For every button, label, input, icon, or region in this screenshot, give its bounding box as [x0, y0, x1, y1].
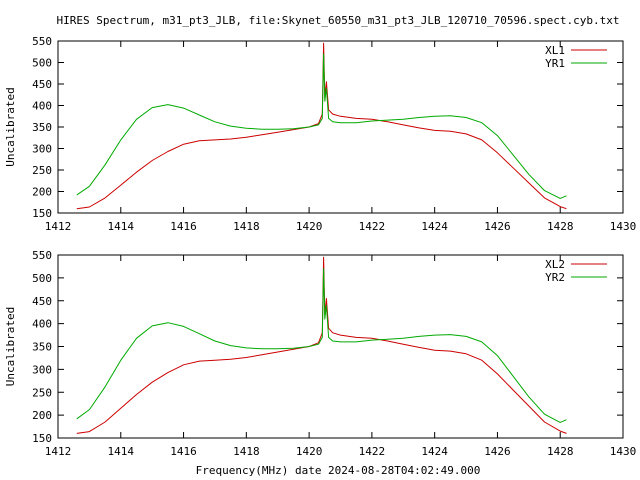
- y-tick-label: 400: [32, 318, 52, 331]
- y-tick-label: 550: [32, 249, 52, 262]
- figure-title: HIRES Spectrum, m31_pt3_JLB, file:Skynet…: [57, 14, 620, 27]
- x-tick-label: 1428: [547, 445, 574, 458]
- y-tick-label: 250: [32, 386, 52, 399]
- x-tick-label: 1414: [108, 445, 135, 458]
- y-tick-label: 300: [32, 143, 52, 156]
- x-tick-label: 1412: [45, 220, 72, 233]
- legend-label: YR1: [545, 57, 565, 70]
- x-tick-label: 1414: [108, 220, 135, 233]
- series-line-yr1: [76, 53, 567, 199]
- y-tick-label: 350: [32, 341, 52, 354]
- series-line-yr2: [76, 268, 567, 423]
- x-tick-label: 1430: [610, 220, 637, 233]
- x-tick-label: 1418: [233, 445, 260, 458]
- y-tick-label: 450: [32, 78, 52, 91]
- panel-bottom: 150 200 250 300 350 400 450 500 550 1412 1414 1416 1…: [4, 249, 636, 458]
- x-tick-label: 1428: [547, 220, 574, 233]
- plot-frame: [57, 254, 624, 439]
- plot-frame: [57, 40, 624, 214]
- y-tick-label: 500: [32, 272, 52, 285]
- x-tick-label: 1422: [359, 220, 386, 233]
- x-tick-label: 1430: [610, 445, 637, 458]
- x-tick-label: 1420: [296, 220, 323, 233]
- x-axis-label: Frequency(MHz) date 2024-08-28T04:02:49.…: [196, 464, 481, 477]
- x-tick-label: 1424: [421, 445, 448, 458]
- panel-top: 150 200 250 300 350 400 450 500 550 1412 1414 1416 1…: [4, 35, 636, 233]
- y-tick-label: 450: [32, 295, 52, 308]
- y-axis-label: Uncalibrated: [4, 87, 17, 166]
- y-tick-label: 200: [32, 186, 52, 199]
- y-tick-label: 150: [32, 432, 52, 445]
- series-line-xl1: [76, 42, 567, 210]
- y-tick-label: 250: [32, 164, 52, 177]
- x-tick-label: 1418: [233, 220, 260, 233]
- x-tick-label: 1416: [170, 220, 197, 233]
- x-tick-label: 1424: [421, 220, 448, 233]
- y-axis-label: Uncalibrated: [4, 307, 17, 386]
- legend-label: XL2: [545, 258, 565, 271]
- x-tick-label: 1420: [296, 445, 323, 458]
- y-tick-label: 350: [32, 121, 52, 134]
- y-tick-label: 200: [32, 409, 52, 422]
- x-tick-label: 1412: [45, 445, 72, 458]
- legend-label: YR2: [545, 271, 565, 284]
- y-tick-label: 550: [32, 35, 52, 48]
- series-line-xl2: [76, 256, 567, 434]
- y-tick-label: 300: [32, 363, 52, 376]
- x-tick-label: 1426: [484, 445, 511, 458]
- x-tick-label: 1426: [484, 220, 511, 233]
- x-tick-label: 1416: [170, 445, 197, 458]
- x-tick-label: 1422: [359, 445, 386, 458]
- y-tick-label: 500: [32, 57, 52, 70]
- y-tick-label: 400: [32, 100, 52, 113]
- y-tick-label: 150: [32, 207, 52, 220]
- legend-label: XL1: [545, 44, 565, 57]
